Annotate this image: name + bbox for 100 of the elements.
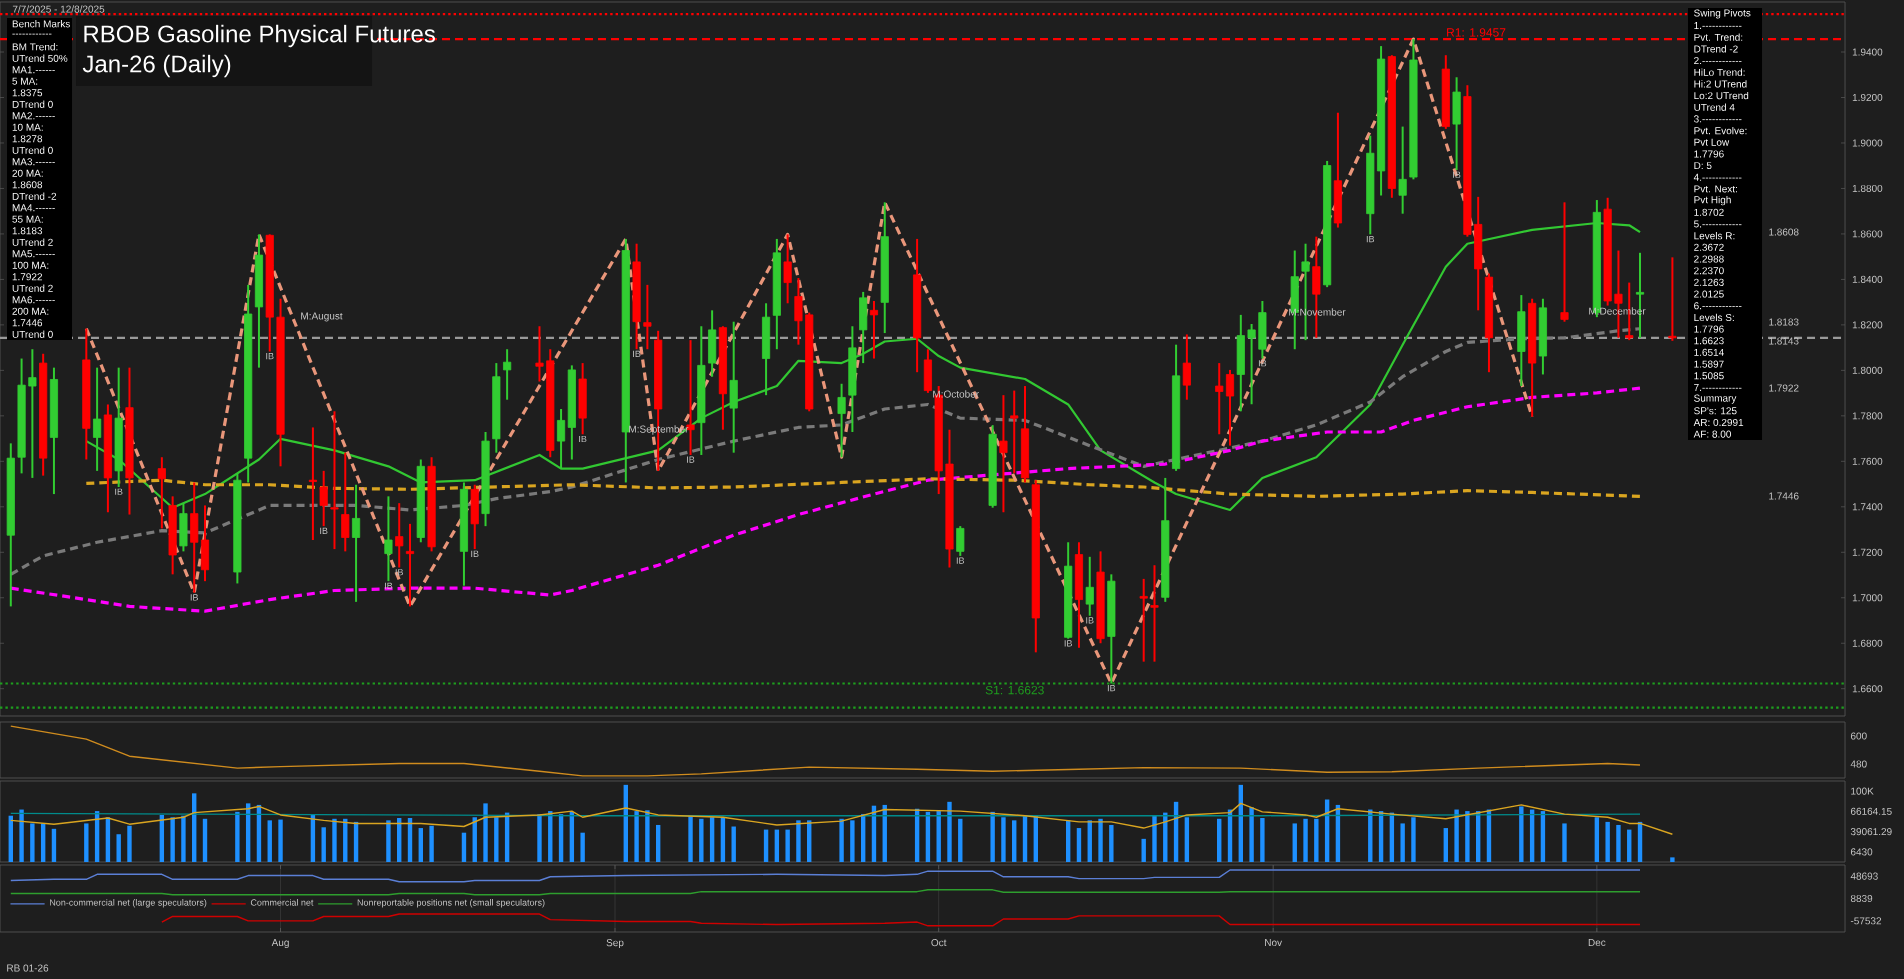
bar <box>116 834 121 862</box>
annotation: 1.7446 <box>12 319 43 327</box>
annotation: 100 MA: <box>12 261 49 269</box>
bar <box>1098 818 1103 862</box>
bar <box>1314 818 1319 862</box>
text: 8839 <box>1850 894 1873 903</box>
annotation: D: 5 <box>1694 162 1712 170</box>
candlestick <box>556 408 566 470</box>
candlestick <box>535 325 544 383</box>
candlestick <box>1182 333 1191 401</box>
annotation: IB <box>1453 171 1461 178</box>
bar <box>1292 823 1297 862</box>
annotation: 6.------------ <box>1694 302 1742 310</box>
annotation: UTrend 0 <box>12 330 53 338</box>
bar <box>1012 820 1017 862</box>
annotation: 2.0125 <box>1694 290 1724 298</box>
bar <box>1519 806 1524 862</box>
bar <box>127 825 132 862</box>
annotation: 1.5897 <box>1694 360 1724 368</box>
bar <box>537 814 542 862</box>
candlestick <box>1560 201 1569 323</box>
annotation: 2.2988 <box>1694 255 1724 263</box>
annotation: Pvt. Trend: <box>1694 33 1743 41</box>
candlestick <box>1215 362 1224 436</box>
bar <box>483 803 488 862</box>
annotation: 1.7446 <box>1769 492 1799 500</box>
candlestick <box>341 451 350 553</box>
bar <box>84 823 89 862</box>
bar <box>655 824 661 862</box>
y-tick-label: 1.7800 <box>1852 412 1883 420</box>
annotation: 3.------------ <box>1693 115 1742 123</box>
candlestick <box>1668 256 1677 342</box>
annotation: IB <box>1366 236 1375 243</box>
bar <box>1217 818 1222 862</box>
annotation: 1.8143 <box>1769 337 1799 345</box>
bar <box>202 818 208 862</box>
annotation: Pvt. Evolve: <box>1694 126 1747 135</box>
annotation: MA6.------ <box>12 296 55 304</box>
annotation: UTrend 0 <box>12 146 53 154</box>
text: 39061.29 <box>1850 828 1892 836</box>
bar <box>580 832 585 862</box>
y-tick-label: 1.9200 <box>1852 93 1883 102</box>
annotation: Pvt Low <box>1694 138 1730 146</box>
bar <box>1670 857 1675 862</box>
annotation: 1.7796 <box>1694 150 1724 158</box>
annotation: 2.1263 <box>1694 278 1724 286</box>
annotation: MA4.------ <box>12 204 55 212</box>
annotation: UTrend 2 <box>12 238 53 246</box>
bar <box>332 818 337 862</box>
text: RB 01-26 <box>7 964 49 972</box>
annotation: ------------ <box>12 33 52 35</box>
annotation: IB <box>956 557 965 564</box>
bar <box>634 811 639 862</box>
annotation: DTrend 0 <box>12 100 53 108</box>
candlestick <box>395 502 404 569</box>
bar <box>321 827 326 862</box>
candlestick <box>1150 564 1159 663</box>
annotation: MA1.------ <box>12 66 55 74</box>
x-tick-label: Aug <box>271 939 289 949</box>
candlestick <box>308 426 317 541</box>
annotation: 2.------------ <box>1694 57 1742 65</box>
text: -57532 <box>1850 917 1882 925</box>
bar <box>267 820 272 862</box>
candlestick <box>999 394 1008 514</box>
candlestick <box>1085 555 1094 617</box>
annotation: Hi:2 UTrend <box>1694 80 1747 88</box>
bar <box>850 820 855 862</box>
bar <box>1627 829 1632 862</box>
bar <box>990 811 995 862</box>
x-tick-label: Nov <box>1265 939 1283 947</box>
annotation: MA3.------ <box>12 158 55 166</box>
annotation: IB <box>190 594 198 601</box>
bar <box>1076 828 1082 862</box>
y-tick-label: 1.9000 <box>1852 139 1883 147</box>
y-tick-label: 1.8400 <box>1852 275 1883 283</box>
annotation: UTrend 2 <box>12 284 53 292</box>
legend-label: Nonreportable positions net (small speculators) <box>357 899 545 908</box>
y-tick-label: 1.7200 <box>1852 548 1883 556</box>
bar <box>1594 817 1600 862</box>
y-tick-label: 1.7600 <box>1852 457 1883 465</box>
candlestick <box>384 495 393 583</box>
bar <box>1260 818 1265 862</box>
bar <box>558 814 564 862</box>
bar <box>1001 817 1006 862</box>
annotation: MA5.------ <box>12 250 55 258</box>
annotation: Lo:2 UTrend <box>1694 91 1749 100</box>
bar <box>1184 817 1190 862</box>
text: 48693 <box>1850 872 1878 880</box>
annotation: 1.6514 <box>1694 348 1724 356</box>
annotation: IB <box>1086 617 1094 624</box>
bar <box>1249 807 1254 862</box>
annotation: Swing Pivots <box>1694 9 1751 19</box>
bar <box>494 817 499 862</box>
annotation: SP's: 125 <box>1694 407 1737 415</box>
candlestick <box>837 382 846 459</box>
candlestick <box>783 233 792 305</box>
bar <box>645 810 650 862</box>
text: RBOB Gasoline Physical Futures <box>84 24 435 48</box>
bar <box>1303 818 1308 862</box>
annotation: 1.8702 <box>1694 208 1724 216</box>
